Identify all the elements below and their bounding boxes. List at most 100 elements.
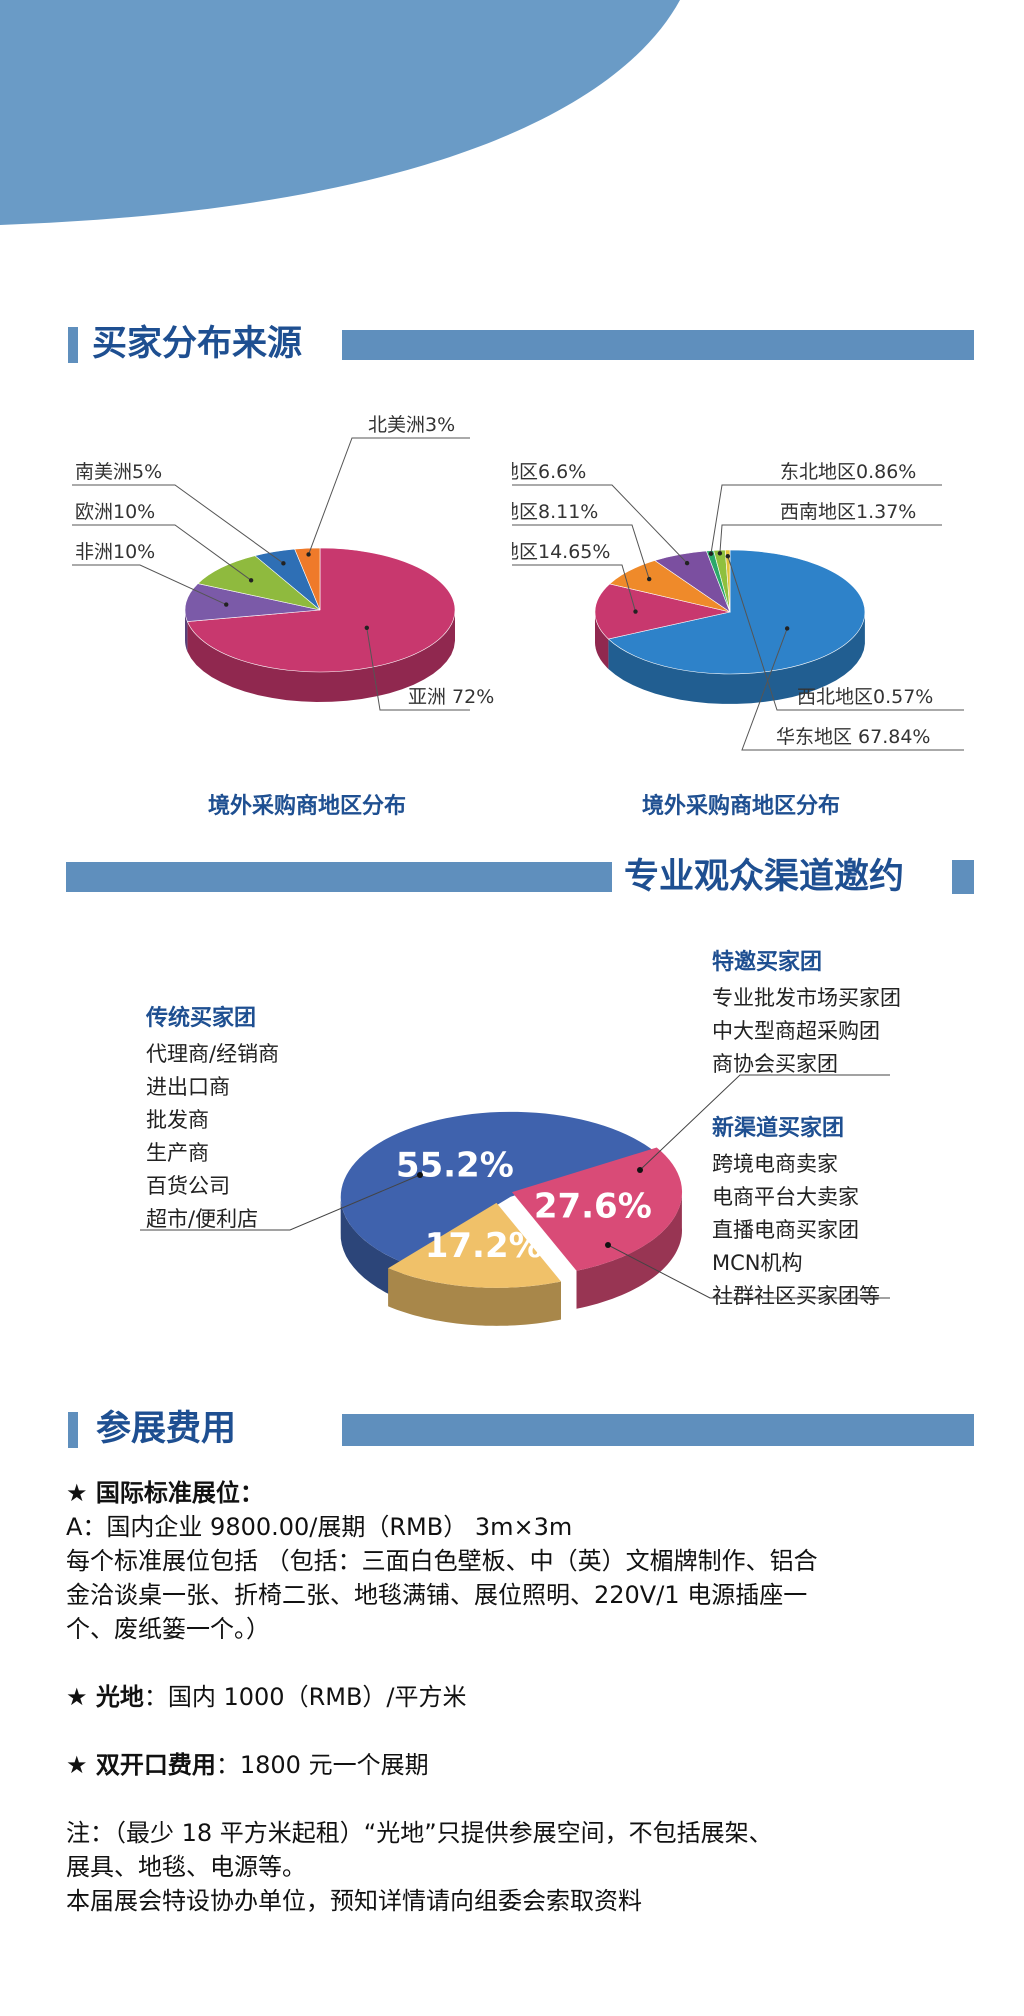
note-line-2: 展具、地毯、电源等。 xyxy=(66,1853,306,1881)
slice-percent-label: 55.2% xyxy=(396,1146,514,1186)
leader-line xyxy=(366,627,470,711)
leader-dot xyxy=(725,554,731,559)
slice-label: 西北地区0.57% xyxy=(797,686,933,708)
group-traditional-item: 超市/便利店 xyxy=(146,1207,259,1231)
pie-slice xyxy=(184,583,321,622)
pie-slice xyxy=(511,1147,683,1271)
leader-line-traditional xyxy=(140,1174,421,1231)
pie-slice-side xyxy=(388,1268,561,1326)
group-newchannel-item: 直播电商买家团 xyxy=(712,1218,859,1242)
double-line: ★ 双开口费用：1800 元一个展期 xyxy=(66,1750,429,1781)
pie-slice xyxy=(186,547,456,673)
pie-slice xyxy=(294,547,321,611)
leader-line xyxy=(512,484,688,564)
booth-desc-3: 个、废纸篓一个。） xyxy=(66,1615,270,1643)
group-special-item: 商协会买家团 xyxy=(712,1052,838,1076)
booth-price: A：国内企业 9800.00/展期（RMB） 3m×3m xyxy=(66,1513,573,1541)
leader-dot xyxy=(224,602,229,607)
chart2-caption: 境外采购商地区分布 xyxy=(642,794,841,819)
leader-dot xyxy=(306,552,311,557)
leader-dot xyxy=(417,1172,423,1178)
leader-dot xyxy=(646,576,652,582)
section1-title: 买家分布来源 xyxy=(92,324,303,364)
pie-slice xyxy=(607,549,866,675)
group-newchannel-item: 跨境电商卖家 xyxy=(712,1152,838,1176)
booth-desc-1: 每个标准展位包括 （包括：三面白色壁板、中（英）文楣牌制作、铝合 xyxy=(66,1547,818,1575)
section3-title-bar xyxy=(68,1412,78,1448)
leader-dot xyxy=(784,626,790,631)
section1-rule xyxy=(342,330,974,360)
group-traditional-item: 批发商 xyxy=(146,1108,209,1132)
group-special: 特邀买家团 专业批发市场买家团 中大型商超采购团 商协会买家团 xyxy=(712,944,901,1081)
note-line-3: 本届展会特设协办单位，预知详情请向组委会索取资料 xyxy=(66,1887,642,1915)
slice-percent-label: 27.6% xyxy=(534,1186,652,1226)
section2-title: 专业观众渠道邀约 xyxy=(624,857,905,897)
slice-label: 华北地区8.11% xyxy=(512,501,598,523)
double-heading: ★ 双开口费用 xyxy=(66,1751,216,1779)
leader-dot xyxy=(281,561,286,566)
leader-line xyxy=(710,484,942,554)
slice-label: 东北地区0.86% xyxy=(780,461,916,483)
booth-heading: ★ 国际标准展位： xyxy=(66,1479,264,1507)
pie-chart-world: 亚洲 72% 非洲10% 欧洲10% 南美洲5% 北美洲3% xyxy=(72,414,494,711)
group-special-item: 专业批发市场买家团 xyxy=(712,986,901,1010)
slice-percent-label: 17.2% xyxy=(425,1226,543,1266)
leader-line xyxy=(512,564,636,612)
pie-chart-channel: 55.2% 27.6%17.2% xyxy=(140,1074,890,1326)
leader-line xyxy=(72,484,284,564)
slice-label: 亚洲 72% xyxy=(408,686,494,708)
pie-slice-side xyxy=(185,609,188,652)
pie-slice-side xyxy=(576,1189,682,1309)
pie-slice xyxy=(340,1111,656,1263)
leader-dot xyxy=(633,609,638,614)
pie-slice xyxy=(594,583,731,640)
slice-label: 华东地区 67.84% xyxy=(776,726,931,748)
leader-dot xyxy=(605,1242,611,1248)
slice-label: 南美洲5% xyxy=(75,461,162,483)
leader-dot xyxy=(684,560,690,566)
space-heading: ★ 光地 xyxy=(66,1683,144,1711)
section3-title: 参展费用 xyxy=(96,1409,237,1449)
group-newchannel-item: 电商平台大卖家 xyxy=(712,1185,859,1209)
leader-line-special xyxy=(639,1074,890,1171)
leader-line xyxy=(308,437,470,555)
pie-chart-china: 华东地区 67.84% 华南地区14.65% 华北地区8.11% 华中地区6.6% 东北… xyxy=(512,461,964,751)
group-traditional-item: 百货公司 xyxy=(146,1174,230,1198)
group-traditional: 传统买家团 代理商/经销商 进出口商 批发商 生产商 百货公司 超市/便利店 xyxy=(146,1000,279,1236)
group-special-title: 特邀买家团 xyxy=(712,950,823,975)
group-newchannel-title: 新渠道买家团 xyxy=(712,1116,845,1141)
pie-slice-side xyxy=(608,613,865,704)
slice-label: 华中地区6.6% xyxy=(512,461,586,483)
leader-line xyxy=(72,564,227,606)
pie-slice xyxy=(197,555,321,611)
space-line: ★ 光地：国内 1000（RMB）/平方米 xyxy=(66,1682,467,1713)
pie-slice-side xyxy=(340,1194,403,1301)
pie-slice xyxy=(388,1202,561,1288)
group-newchannel-item: 社群社区买家团等 xyxy=(712,1284,880,1308)
slice-label: 西南地区1.37% xyxy=(780,501,916,523)
group-newchannel: 新渠道买家团 跨境电商卖家 电商平台大卖家 直播电商买家团 MCN机构社群社区买家团等 xyxy=(712,1110,880,1313)
leader-dot xyxy=(708,551,714,556)
leader-line-newchannel xyxy=(607,1244,890,1299)
section3-rule xyxy=(342,1414,974,1446)
space-text: ：国内 1000（RMB）/平方米 xyxy=(143,1683,467,1711)
note-line-1: 注：（最少 18 平方米起租）“光地”只提供参展空间，不包括展架、 xyxy=(66,1819,773,1847)
section2-rule xyxy=(66,862,612,892)
group-newchannel-item: MCN机构 xyxy=(712,1251,803,1275)
leader-line xyxy=(719,524,942,554)
booth-desc-2: 金洽谈桌一张、折椅二张、地毯满铺、展位照明、220V/1 电源插座一 xyxy=(66,1581,808,1609)
pie-slice xyxy=(724,549,731,613)
header-decoration xyxy=(0,0,680,225)
leader-dot xyxy=(637,1167,643,1173)
leader-line xyxy=(727,556,964,711)
leader-dot xyxy=(248,578,254,583)
double-text: ：1800 元一个展期 xyxy=(215,1751,429,1779)
group-traditional-title: 传统买家团 xyxy=(146,1006,257,1031)
group-traditional-item: 生产商 xyxy=(146,1141,209,1165)
slice-label: 非洲10% xyxy=(75,541,155,563)
section2-title-bar xyxy=(952,860,974,894)
leader-dot xyxy=(364,625,370,630)
leader-line xyxy=(72,524,252,581)
slice-label: 欧洲10% xyxy=(75,501,155,523)
group-traditional-item: 代理商/经销商 xyxy=(146,1042,280,1066)
